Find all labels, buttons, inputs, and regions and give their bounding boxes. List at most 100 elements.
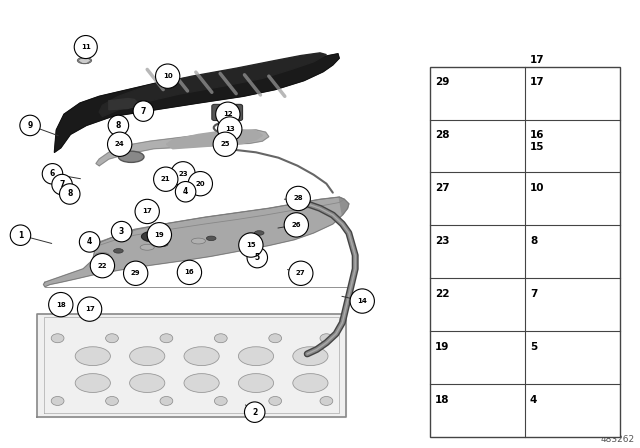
Ellipse shape xyxy=(140,244,154,250)
Text: 3: 3 xyxy=(119,227,124,236)
Text: 7: 7 xyxy=(530,289,538,299)
Ellipse shape xyxy=(188,172,212,196)
Text: 14: 14 xyxy=(357,298,367,304)
Ellipse shape xyxy=(246,232,260,238)
Ellipse shape xyxy=(79,232,100,252)
Ellipse shape xyxy=(90,254,115,278)
Text: 16
15: 16 15 xyxy=(530,130,545,152)
Ellipse shape xyxy=(289,261,313,285)
Text: 28: 28 xyxy=(293,195,303,202)
Ellipse shape xyxy=(175,181,196,202)
Text: 29: 29 xyxy=(131,270,141,276)
Circle shape xyxy=(320,334,333,343)
Text: 17: 17 xyxy=(530,78,545,87)
Circle shape xyxy=(214,334,227,343)
Ellipse shape xyxy=(124,261,148,285)
Text: 19: 19 xyxy=(154,232,164,238)
Ellipse shape xyxy=(247,247,268,268)
Text: 26: 26 xyxy=(292,222,301,228)
Ellipse shape xyxy=(108,132,132,156)
Text: 8: 8 xyxy=(530,236,537,246)
Circle shape xyxy=(106,334,118,343)
Text: 16: 16 xyxy=(184,269,195,276)
Text: 15: 15 xyxy=(246,242,256,248)
Ellipse shape xyxy=(184,374,219,392)
Text: 6: 6 xyxy=(50,169,55,178)
Text: 9: 9 xyxy=(28,121,33,130)
Polygon shape xyxy=(44,197,349,287)
Polygon shape xyxy=(109,99,138,110)
Ellipse shape xyxy=(284,213,308,237)
Text: 5: 5 xyxy=(255,253,260,262)
Ellipse shape xyxy=(191,238,205,244)
Circle shape xyxy=(269,334,282,343)
Text: 22: 22 xyxy=(98,263,107,269)
Ellipse shape xyxy=(154,167,178,191)
Text: 1: 1 xyxy=(18,231,23,240)
Text: 18: 18 xyxy=(435,395,450,405)
Ellipse shape xyxy=(292,347,328,366)
Text: 8: 8 xyxy=(67,190,72,198)
Text: 17: 17 xyxy=(84,306,95,312)
Polygon shape xyxy=(166,130,262,149)
Ellipse shape xyxy=(10,225,31,246)
Text: 20: 20 xyxy=(195,181,205,187)
Ellipse shape xyxy=(114,249,123,253)
Text: 12: 12 xyxy=(223,111,233,117)
Ellipse shape xyxy=(42,164,63,184)
Text: 7: 7 xyxy=(141,107,146,116)
Text: 10: 10 xyxy=(530,183,545,193)
Text: 8: 8 xyxy=(116,121,121,130)
Text: 21: 21 xyxy=(161,176,171,182)
Ellipse shape xyxy=(77,297,102,321)
Text: 10: 10 xyxy=(163,73,173,79)
Circle shape xyxy=(160,396,173,405)
Ellipse shape xyxy=(130,374,165,392)
Text: 23: 23 xyxy=(178,171,188,177)
Ellipse shape xyxy=(158,242,168,246)
Polygon shape xyxy=(93,197,344,246)
Text: 27: 27 xyxy=(435,183,450,193)
Ellipse shape xyxy=(95,253,109,258)
Text: 4: 4 xyxy=(183,187,188,196)
Text: 4: 4 xyxy=(530,395,538,405)
Text: 17: 17 xyxy=(530,55,545,65)
Ellipse shape xyxy=(213,132,237,156)
Ellipse shape xyxy=(133,101,154,121)
Text: 2: 2 xyxy=(252,408,257,417)
Ellipse shape xyxy=(184,347,219,366)
Polygon shape xyxy=(339,197,349,215)
Ellipse shape xyxy=(177,260,202,284)
Ellipse shape xyxy=(60,184,80,204)
Text: 22: 22 xyxy=(435,289,450,299)
Ellipse shape xyxy=(156,64,180,88)
Ellipse shape xyxy=(52,174,72,195)
Text: 13: 13 xyxy=(225,126,235,132)
Circle shape xyxy=(51,334,64,343)
Ellipse shape xyxy=(49,293,73,317)
Text: 25: 25 xyxy=(221,141,230,147)
Text: 18: 18 xyxy=(56,302,66,308)
Ellipse shape xyxy=(216,102,240,126)
Text: 28: 28 xyxy=(435,130,450,140)
Polygon shape xyxy=(37,314,346,417)
Ellipse shape xyxy=(74,35,97,59)
Ellipse shape xyxy=(171,162,195,186)
Ellipse shape xyxy=(111,221,132,242)
Ellipse shape xyxy=(108,115,129,136)
Ellipse shape xyxy=(218,117,242,141)
FancyBboxPatch shape xyxy=(212,104,243,121)
Text: 4: 4 xyxy=(87,237,92,246)
Ellipse shape xyxy=(130,347,165,366)
Text: 11: 11 xyxy=(81,44,91,50)
Text: 19: 19 xyxy=(435,342,449,352)
Circle shape xyxy=(51,396,64,405)
Ellipse shape xyxy=(291,226,305,231)
Circle shape xyxy=(106,396,118,405)
Ellipse shape xyxy=(20,115,40,136)
Text: 23: 23 xyxy=(435,236,450,246)
Ellipse shape xyxy=(239,374,274,392)
Polygon shape xyxy=(192,179,205,193)
Ellipse shape xyxy=(239,347,274,366)
Ellipse shape xyxy=(255,231,264,235)
